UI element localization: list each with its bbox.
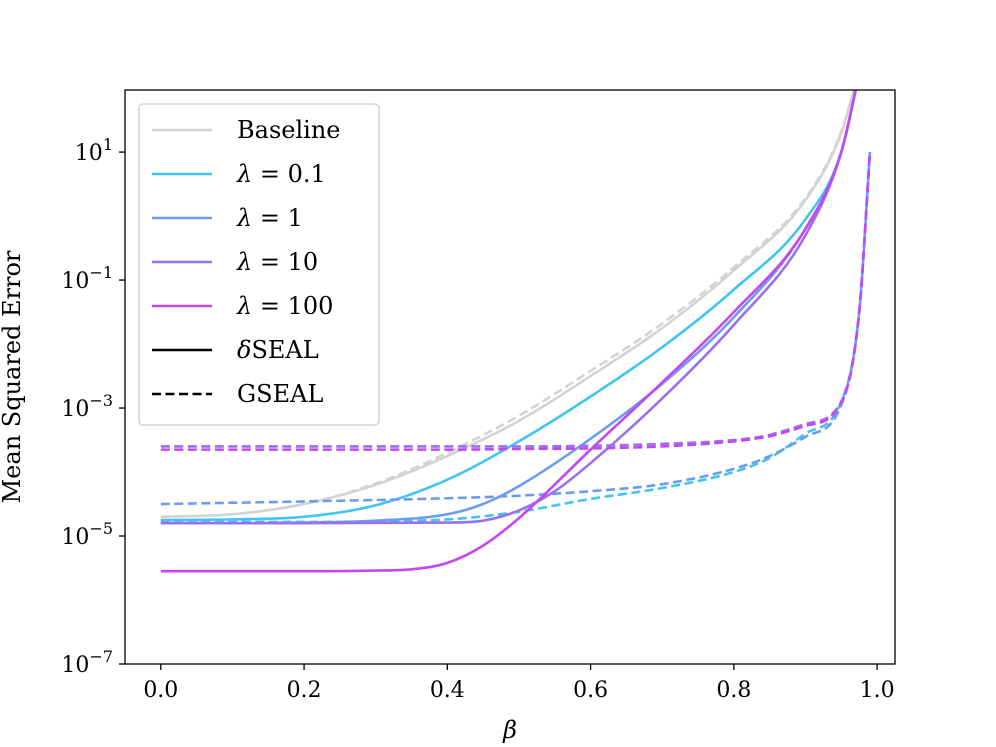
- y-tick-exponent: −1: [89, 263, 113, 282]
- y-tick-base: 10: [61, 397, 89, 422]
- legend-label-text: = 100: [252, 292, 333, 320]
- y-tick-base: 10: [61, 653, 89, 678]
- x-tick-label: 1.0: [860, 678, 895, 703]
- series-layer: [160, 90, 872, 573]
- legend-label-symbol: λ: [236, 248, 252, 276]
- x-axis: 0.0 0.2 0.4 0.6 0.8 1.0: [143, 664, 895, 703]
- y-tick-label: 10−3: [61, 391, 113, 422]
- x-axis-label: β: [502, 716, 517, 744]
- x-tick-label: 0.8: [716, 678, 751, 703]
- x-tick-label: 0.6: [573, 678, 608, 703]
- y-tick-base: 10: [75, 141, 103, 166]
- legend-label-symbol: λ: [236, 160, 252, 188]
- x-tick-label: 0.2: [287, 678, 322, 703]
- y-tick-label: 10−5: [61, 519, 113, 550]
- series-line-3: [160, 90, 857, 522]
- y-axis-label: Mean Squared Error: [0, 250, 26, 503]
- y-tick-exponent: −3: [89, 391, 113, 410]
- legend-label: Baseline: [237, 116, 340, 144]
- x-tick-label: 0.4: [430, 678, 465, 703]
- series-line-2: [160, 90, 855, 519]
- legend-label-text: = 10: [252, 248, 318, 276]
- y-tick-exponent: −7: [89, 647, 113, 666]
- plot-frame: [124, 89, 896, 665]
- legend-label-text: = 0.1: [252, 160, 326, 188]
- legend-label-symbol: λ: [236, 292, 252, 320]
- legend-label: GSEAL: [237, 380, 323, 408]
- legend-label: λ = 100: [236, 292, 333, 320]
- legend-label: δSEAL: [237, 336, 319, 364]
- y-tick-label: 10−1: [61, 263, 113, 294]
- legend-label-text: SEAL: [251, 336, 318, 364]
- y-tick-base: 10: [61, 269, 89, 294]
- x-tick-label: 0.0: [143, 678, 178, 703]
- legend-label-symbol: λ: [236, 204, 252, 232]
- legend-label: λ = 10: [236, 248, 318, 276]
- y-tick-label: 10−7: [61, 647, 113, 678]
- legend-label-symbol: δ: [237, 336, 251, 364]
- legend-label: λ = 1: [236, 204, 303, 232]
- series-line-7: [160, 90, 857, 525]
- series-line-10: [160, 151, 872, 451]
- legend-label-text: = 1: [252, 204, 303, 232]
- legend-box: [138, 103, 380, 426]
- y-tick-exponent: −5: [89, 519, 113, 538]
- legend-label: λ = 0.1: [236, 160, 326, 188]
- y-tick-base: 10: [61, 525, 89, 550]
- y-tick-exponent: 1: [103, 135, 113, 154]
- series-line-9: [160, 90, 857, 573]
- y-tick-label: 101: [75, 135, 113, 166]
